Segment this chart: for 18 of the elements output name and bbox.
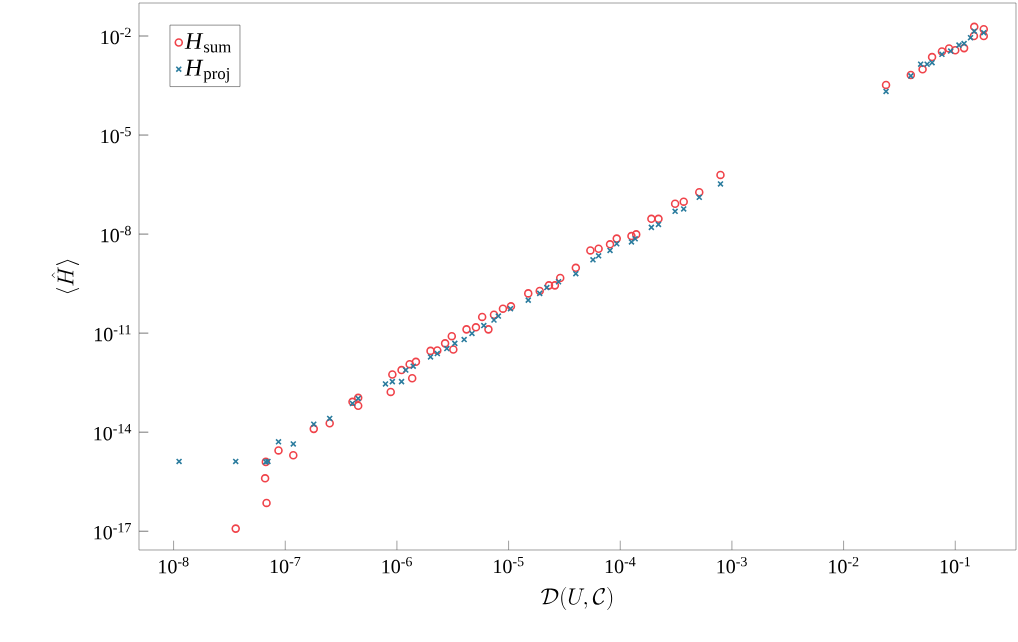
x-tick-label: 10$^{-5}$ <box>494 556 524 574</box>
x-tick-label: 10$^{-8}$ <box>159 556 189 574</box>
x-tick-label: 10$^{-2}$ <box>829 556 859 574</box>
legend-label: H$_{proj}$ <box>184 59 229 83</box>
y-tick-label: 10$^{-8}$ <box>101 225 131 243</box>
x-tick-label: 10$^{-7}$ <box>270 556 301 574</box>
x-tick-label: 10$^{-4}$ <box>605 556 636 574</box>
y-tick-label: 10$^{-5}$ <box>101 126 131 144</box>
y-tick-label: 10$^{-14}$ <box>94 423 132 441</box>
x-tick-label: 10$^{-1}$ <box>940 556 970 574</box>
x-tick-label: 10$^{-6}$ <box>382 556 413 574</box>
x-axis-title: $\mathcal{D}(U,\mathcal{C})$ <box>541 587 613 611</box>
y-tick-label: 10$^{-17}$ <box>94 523 131 540</box>
y-axis-title: $\langle \hat{H} \rangle$ <box>51 259 80 294</box>
y-tick-label: 10$^{-11}$ <box>95 324 131 342</box>
legend-label: H$_{sum}$ <box>184 33 232 53</box>
y-tick-label: 10$^{-2}$ <box>101 27 131 45</box>
x-tick-label: 10$^{-3}$ <box>717 556 747 574</box>
